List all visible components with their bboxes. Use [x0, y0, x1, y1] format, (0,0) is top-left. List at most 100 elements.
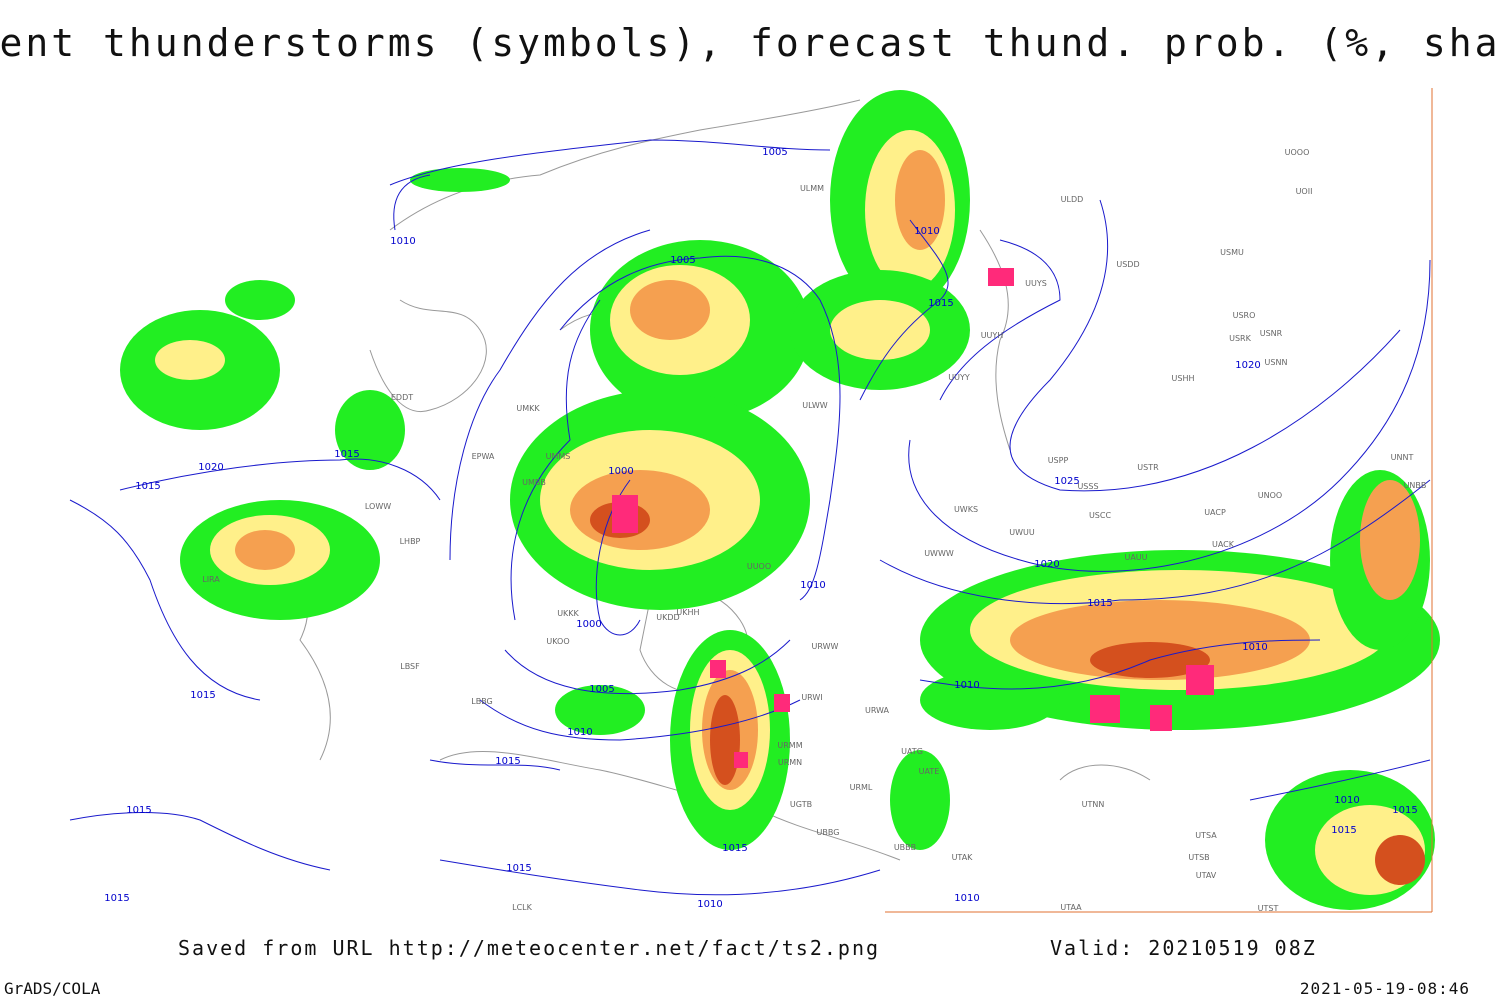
- isobar: [559, 255, 841, 601]
- probability-shading: [120, 90, 1440, 910]
- isobar-label: 1015: [135, 481, 160, 492]
- station-code: USTR: [1137, 463, 1159, 472]
- station-code: USDD: [1116, 260, 1139, 269]
- station-code: ULMM: [800, 184, 824, 193]
- shaded-area: [630, 280, 710, 340]
- station-code: UWWW: [924, 549, 954, 558]
- coastline: [369, 299, 487, 413]
- isobar: [939, 239, 1061, 401]
- station-code: EPWA: [472, 452, 495, 461]
- isobar-label: 1020: [198, 462, 223, 473]
- station-code: UMMS: [546, 452, 571, 461]
- isobar: [69, 812, 331, 871]
- station-code: UTAV: [1196, 871, 1217, 880]
- station-code: UKHH: [676, 608, 699, 617]
- isobar: [879, 479, 1431, 605]
- station-code: UACK: [1212, 540, 1235, 549]
- station-code: USMU: [1220, 248, 1244, 257]
- station-code: UWKS: [954, 505, 978, 514]
- isobar-labels: 1005 1010 1010 1005 1015 1020 1015 1020 1015 1000…: [104, 147, 1417, 910]
- station-code: LIRA: [202, 575, 220, 584]
- isobar: [1009, 199, 1401, 492]
- station-code: USRK: [1229, 334, 1251, 343]
- station-code: UATG: [901, 747, 923, 756]
- station-code: UMKK: [516, 404, 540, 413]
- station-code: UACP: [1204, 508, 1226, 517]
- timestamp: 2021-05-19-08:46: [1300, 979, 1470, 998]
- isobar-label: 1020: [1235, 360, 1260, 371]
- station-code: UKDD: [656, 613, 679, 622]
- isobar-label: 1015: [104, 893, 129, 904]
- isobar-label: 1015: [126, 805, 151, 816]
- isobar-label: 1015: [1392, 805, 1417, 816]
- isobar-label: 1010: [1242, 642, 1267, 653]
- station-code: LHBP: [400, 537, 421, 546]
- shaded-area: [225, 280, 295, 320]
- isobar-label: 1015: [1331, 825, 1356, 836]
- station-code: UBBG: [817, 828, 840, 837]
- isobar-label: 1020: [1034, 559, 1059, 570]
- storm-symbol: [1090, 695, 1120, 723]
- map-title: Current thunderstorms (symbols), forecas…: [0, 21, 1500, 65]
- isobar-label: 1005: [762, 147, 787, 158]
- storm-symbols: [612, 268, 1214, 768]
- shaded-area: [1375, 835, 1425, 885]
- isobar-label: 1015: [506, 863, 531, 874]
- station-code: USSS: [1077, 482, 1098, 491]
- shaded-area: [895, 150, 945, 250]
- station-code: USNR: [1260, 329, 1283, 338]
- isobar: [908, 259, 1431, 572]
- station-code: UUYS: [1025, 279, 1047, 288]
- isobar-label: 1015: [334, 449, 359, 460]
- station-code: UUOO: [747, 562, 771, 571]
- station-code: UKKK: [557, 609, 579, 618]
- station-code: UBBB: [894, 843, 916, 852]
- isobar: [595, 479, 641, 636]
- map-area: 1005 1010 1010 1005 1015 1020 1015 1020 1015 1000…: [68, 88, 1440, 913]
- isobar-label: 1015: [495, 756, 520, 767]
- station-code: UUYH: [981, 331, 1004, 340]
- station-code: URMN: [778, 758, 802, 767]
- isobars: [69, 139, 1431, 896]
- station-code: UWUU: [1009, 528, 1035, 537]
- station-code: UTAK: [952, 853, 974, 862]
- isobar-label: 1010: [914, 226, 939, 237]
- isobar-label: 1025: [1054, 476, 1079, 487]
- isobar: [429, 759, 561, 771]
- station-code: UTNN: [1082, 800, 1105, 809]
- shaded-area: [155, 340, 225, 380]
- isobar-label: 1015: [722, 843, 747, 854]
- station-code: URMM: [777, 741, 802, 750]
- station-code: UNOO: [1258, 491, 1282, 500]
- isobar-label: 1010: [800, 580, 825, 591]
- station-code: UMBB: [522, 478, 546, 487]
- shaded-area: [710, 695, 740, 785]
- shaded-area: [335, 390, 405, 470]
- station-code: ULWW: [802, 401, 827, 410]
- station-code: URML: [850, 783, 873, 792]
- isobar-label: 1015: [928, 298, 953, 309]
- station-code: UNBB: [1404, 481, 1427, 490]
- shaded-area: [890, 750, 950, 850]
- station-code: UUYY: [948, 373, 970, 382]
- shaded-area: [830, 300, 930, 360]
- isobar-label: 1010: [954, 893, 979, 904]
- station-code: UTSB: [1188, 853, 1209, 862]
- station-code: URWI: [801, 693, 822, 702]
- storm-symbol: [988, 268, 1014, 286]
- storm-symbol: [612, 495, 638, 533]
- station-code: USCC: [1089, 511, 1112, 520]
- isobar-label: 1010: [697, 899, 722, 910]
- shaded-area: [235, 530, 295, 570]
- station-code: UTST: [1258, 904, 1279, 913]
- isobar-label: 1015: [1087, 598, 1112, 609]
- isobar-label: 1015: [190, 690, 215, 701]
- isobar-label: 1005: [589, 684, 614, 695]
- station-code: UKOO: [546, 637, 569, 646]
- isobar-label: 1010: [390, 236, 415, 247]
- station-code: UTAA: [1060, 903, 1082, 912]
- isobar: [859, 219, 949, 401]
- valid-time: Valid: 20210519 08Z: [1050, 936, 1317, 960]
- station-code: UTSA: [1195, 831, 1217, 840]
